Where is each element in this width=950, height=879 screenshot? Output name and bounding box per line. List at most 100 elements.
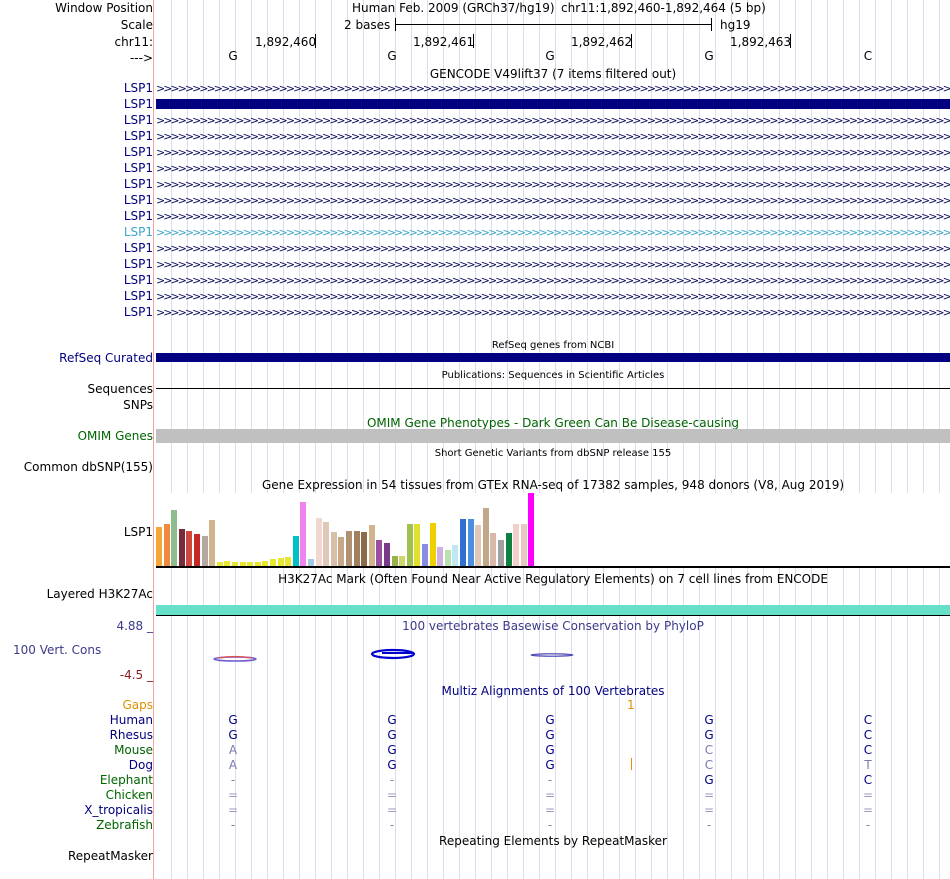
alignment-base: G	[228, 728, 238, 742]
gtex-tissue-bar[interactable]	[338, 536, 345, 566]
gtex-tissue-bar[interactable]	[437, 547, 444, 566]
gtex-tissue-bar[interactable]	[163, 523, 170, 566]
gencode-intron-line[interactable]: >>>>>>>>>>>>>>>>>>>>>>>>>>>>>>>>>>>>>>>>…	[156, 276, 950, 285]
gtex-tissue-bar[interactable]	[308, 558, 314, 566]
gtex-tissue-bar[interactable]	[467, 519, 474, 566]
gtex-tissue-bar[interactable]	[285, 556, 292, 566]
gtex-tissue-bar[interactable]	[513, 523, 520, 566]
gencode-row-label[interactable]: LSP1	[123, 273, 153, 287]
snps-label[interactable]: SNPs	[123, 398, 153, 412]
gencode-row-label[interactable]: LSP1	[123, 257, 153, 271]
gtex-tissue-bar[interactable]	[384, 542, 390, 566]
gtex-label[interactable]: LSP1	[123, 525, 153, 539]
gtex-tissue-bar[interactable]	[414, 523, 421, 566]
gencode-row-label[interactable]: LSP1	[123, 145, 153, 159]
gencode-row-label[interactable]: LSP1	[123, 289, 153, 303]
position-text[interactable]: chr11:1,892,460-1,892,464 (5 bp)	[561, 1, 766, 15]
gencode-row-label[interactable]: LSP1	[123, 209, 153, 223]
gtex-tissue-bar[interactable]	[498, 540, 504, 566]
gtex-tissue-bar[interactable]	[178, 528, 185, 566]
species-label: Rhesus	[109, 728, 153, 742]
phylop-wiggle[interactable]	[156, 640, 950, 670]
gencode-row-label[interactable]: LSP1	[123, 193, 153, 207]
refseq-gene-bar[interactable]	[156, 353, 950, 362]
h3k27ac-label[interactable]: Layered H3K27Ac	[46, 587, 153, 601]
gencode-intron-line[interactable]: >>>>>>>>>>>>>>>>>>>>>>>>>>>>>>>>>>>>>>>>…	[156, 244, 950, 253]
gtex-tissue-bar[interactable]	[262, 560, 269, 566]
gtex-tissue-bar[interactable]	[490, 533, 497, 566]
gtex-tissue-bar[interactable]	[247, 562, 254, 566]
omim-label[interactable]: OMIM Genes	[77, 429, 153, 443]
gtex-tissue-bar[interactable]	[505, 533, 512, 566]
gtex-tissue-bar[interactable]	[520, 523, 527, 566]
gencode-row-label[interactable]: LSP1	[123, 81, 153, 95]
gtex-tissue-bar[interactable]	[330, 532, 337, 566]
gencode-row-label[interactable]: LSP1	[123, 129, 153, 143]
gtex-tissue-bar[interactable]	[429, 522, 436, 566]
gtex-tissue-bar[interactable]	[346, 530, 352, 566]
gtex-tissue-bar[interactable]	[171, 509, 178, 566]
gtex-tissue-bar[interactable]	[209, 520, 216, 566]
gtex-tissue-bar[interactable]	[292, 536, 299, 566]
gencode-intron-line[interactable]: >>>>>>>>>>>>>>>>>>>>>>>>>>>>>>>>>>>>>>>>…	[156, 228, 950, 237]
gtex-bar-chart[interactable]	[156, 493, 950, 566]
gtex-tissue-bar[interactable]	[444, 549, 451, 566]
gencode-intron-line[interactable]: >>>>>>>>>>>>>>>>>>>>>>>>>>>>>>>>>>>>>>>>…	[156, 148, 950, 157]
phylop-title: 100 vertebrates Basewise Conservation by…	[402, 619, 704, 633]
h3k27ac-signal-bar[interactable]	[156, 605, 950, 615]
gtex-tissue-bar[interactable]	[216, 561, 223, 566]
phylop-label[interactable]: 100 Vert. Cons	[13, 643, 102, 657]
gencode-intron-line[interactable]: >>>>>>>>>>>>>>>>>>>>>>>>>>>>>>>>>>>>>>>>…	[156, 260, 950, 269]
gtex-tissue-bar[interactable]	[422, 544, 428, 566]
gtex-tissue-bar[interactable]	[201, 536, 208, 566]
gtex-tissue-bar[interactable]	[300, 501, 307, 566]
gtex-tissue-bar[interactable]	[452, 544, 459, 566]
gencode-exon-bar[interactable]	[156, 99, 950, 109]
gtex-tissue-bar[interactable]	[323, 522, 330, 566]
gtex-tissue-bar[interactable]	[528, 493, 535, 566]
gencode-intron-line[interactable]: >>>>>>>>>>>>>>>>>>>>>>>>>>>>>>>>>>>>>>>>…	[156, 180, 950, 189]
gtex-tissue-bar[interactable]	[270, 559, 276, 566]
gtex-tissue-bar[interactable]	[475, 525, 482, 566]
gtex-tissue-bar[interactable]	[239, 561, 246, 566]
gencode-intron-line[interactable]: >>>>>>>>>>>>>>>>>>>>>>>>>>>>>>>>>>>>>>>>…	[156, 196, 950, 205]
gencode-intron-line[interactable]: >>>>>>>>>>>>>>>>>>>>>>>>>>>>>>>>>>>>>>>>…	[156, 84, 950, 93]
gtex-tissue-bar[interactable]	[399, 555, 406, 566]
gencode-row-label[interactable]: LSP1	[123, 161, 153, 175]
refseq-label[interactable]: RefSeq Curated	[59, 351, 153, 365]
repeatmasker-label[interactable]: RepeatMasker	[67, 849, 153, 863]
gtex-tissue-bar[interactable]	[232, 562, 238, 566]
gtex-tissue-bar[interactable]	[460, 518, 466, 566]
gencode-intron-line[interactable]: >>>>>>>>>>>>>>>>>>>>>>>>>>>>>>>>>>>>>>>>…	[156, 164, 950, 173]
gencode-row-label[interactable]: LSP1	[123, 113, 153, 127]
gencode-row-label[interactable]: LSP1	[123, 241, 153, 255]
gencode-row-label[interactable]: LSP1	[123, 305, 153, 319]
alignment-base: G	[545, 713, 555, 727]
gtex-tissue-bar[interactable]	[315, 517, 322, 566]
gtex-tissue-bar[interactable]	[254, 561, 261, 566]
gencode-intron-line[interactable]: >>>>>>>>>>>>>>>>>>>>>>>>>>>>>>>>>>>>>>>>…	[156, 308, 950, 317]
publications-label[interactable]: Sequences	[87, 382, 153, 396]
gtex-tissue-bar[interactable]	[391, 555, 398, 566]
gtex-tissue-bar[interactable]	[368, 525, 375, 566]
gencode-intron-line[interactable]: >>>>>>>>>>>>>>>>>>>>>>>>>>>>>>>>>>>>>>>>…	[156, 132, 950, 141]
gtex-tissue-bar[interactable]	[224, 560, 231, 566]
gtex-tissue-bar[interactable]	[353, 530, 360, 566]
gencode-row-label[interactable]: LSP1	[123, 97, 153, 111]
gtex-tissue-bar[interactable]	[361, 532, 368, 566]
gencode-row-label[interactable]: LSP1	[123, 177, 153, 191]
omim-bar[interactable]	[156, 429, 950, 443]
gtex-tissue-bar[interactable]	[186, 530, 193, 566]
gencode-row-label[interactable]: LSP1	[123, 225, 153, 239]
gencode-intron-line[interactable]: >>>>>>>>>>>>>>>>>>>>>>>>>>>>>>>>>>>>>>>>…	[156, 212, 950, 221]
gtex-tissue-bar[interactable]	[156, 527, 162, 566]
gtex-tissue-bar[interactable]	[194, 533, 200, 566]
gtex-tissue-bar[interactable]	[376, 540, 383, 566]
gencode-intron-line[interactable]: >>>>>>>>>>>>>>>>>>>>>>>>>>>>>>>>>>>>>>>>…	[156, 116, 950, 125]
gencode-intron-line[interactable]: >>>>>>>>>>>>>>>>>>>>>>>>>>>>>>>>>>>>>>>>…	[156, 292, 950, 301]
dbsnp-label[interactable]: Common dbSNP(155)	[23, 460, 153, 474]
gtex-tissue-bar[interactable]	[406, 523, 413, 566]
alignment-base: -	[547, 773, 553, 787]
gtex-tissue-bar[interactable]	[277, 557, 284, 566]
gtex-tissue-bar[interactable]	[482, 508, 489, 566]
